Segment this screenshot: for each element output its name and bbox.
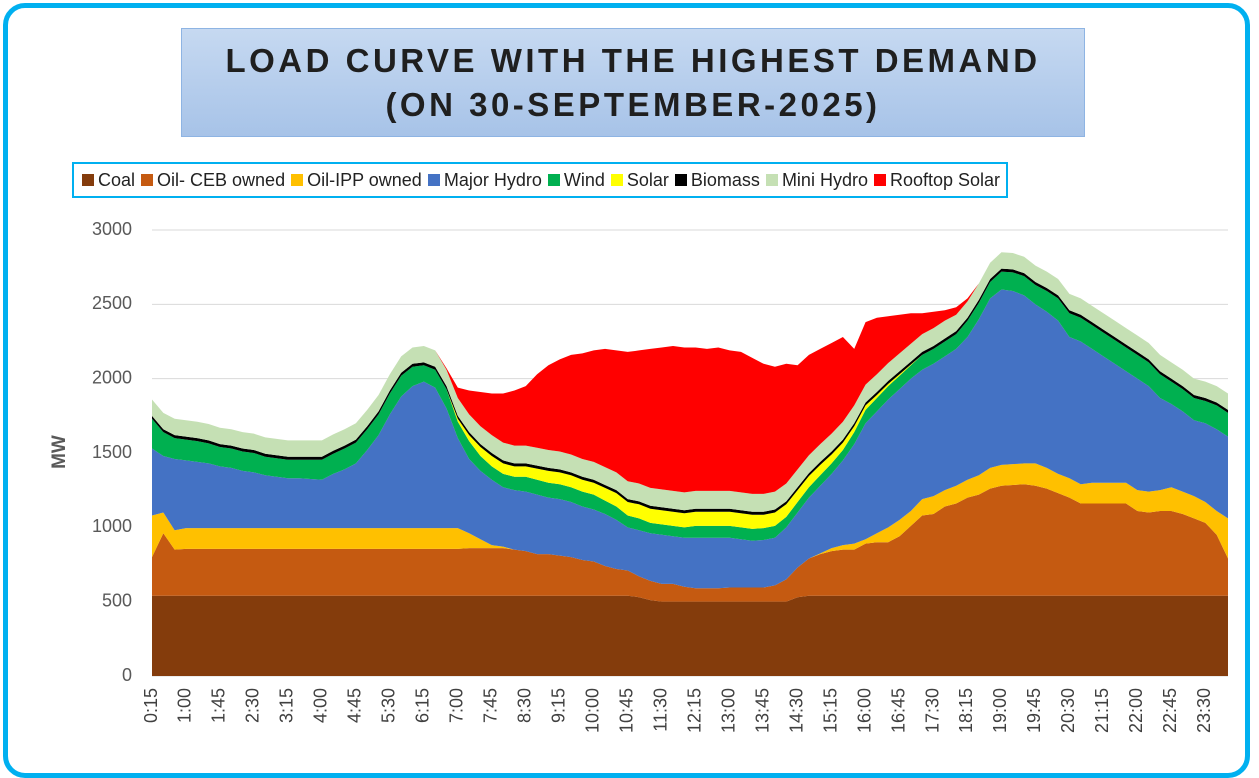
legend-label: Biomass (690, 169, 760, 190)
x-tick-label: 8:30 (515, 688, 535, 723)
x-tick-label: 7:00 (447, 688, 467, 723)
y-tick-label: 500 (102, 590, 132, 610)
x-tick-label: 0:15 (141, 688, 161, 723)
x-tick-label: 5:30 (379, 688, 399, 723)
legend-item: Biomass (674, 169, 760, 191)
y-tick-label: 0 (122, 665, 132, 685)
legend-item: Wind (547, 169, 605, 191)
y-tick-label: 2000 (92, 367, 132, 387)
area (152, 484, 1228, 602)
x-tick-label: 4:00 (311, 688, 331, 723)
x-tick-label: 11:30 (650, 688, 670, 732)
area (152, 252, 1228, 494)
area (152, 268, 1228, 515)
x-tick-label: 21:15 (1092, 688, 1112, 733)
legend-label: Major Hydro (443, 169, 542, 190)
x-tick-label: 17:30 (922, 688, 942, 733)
x-tick-label: 15:15 (820, 688, 840, 733)
x-tick-label: 1:00 (175, 688, 195, 723)
x-tick-label: 16:45 (888, 688, 908, 733)
legend-swatch (873, 174, 886, 186)
x-tick-label: 20:30 (1058, 688, 1078, 733)
legend-item: Oil- CEB owned (141, 170, 285, 191)
legend-item: Solar (610, 169, 669, 191)
x-tick-label: 4:45 (345, 688, 365, 723)
legend: Coal Oil- CEB owned Oil-IPP owned Major Hyd… (72, 162, 1009, 198)
area (152, 595, 1228, 676)
x-tick-label: 10:45 (616, 688, 636, 733)
x-tick-label: 9:15 (548, 688, 568, 723)
legend-swatch (291, 174, 304, 186)
legend-swatch (765, 174, 778, 186)
area (152, 463, 1228, 589)
chart-title: LOAD CURVE WITH THE HIGHEST DEMAND (225, 42, 1041, 79)
legend-swatch (82, 174, 94, 186)
x-tick-label: 22:45 (1160, 688, 1180, 733)
chart-subtitle: (ON 30-SEPTEMBER-2025) (385, 86, 881, 123)
area (152, 271, 1228, 541)
legend-label: Oil-IPP owned (307, 169, 422, 190)
legend-label: Mini Hydro (781, 169, 868, 190)
x-tick-label: 18:15 (956, 688, 976, 733)
y-tick-label: 2500 (92, 293, 132, 313)
legend-label: Solar (626, 169, 669, 190)
y-tick-label: 3000 (92, 219, 132, 239)
legend-label: Wind (563, 169, 605, 190)
legend-swatch (427, 174, 440, 186)
x-tick-label: 1:45 (209, 688, 229, 723)
x-tick-label: 13:00 (718, 688, 738, 733)
x-tick-label: 6:15 (413, 688, 433, 723)
x-tick-label: 3:15 (277, 688, 297, 723)
legend-swatch (674, 174, 687, 186)
legend-swatch (610, 174, 623, 186)
title-box: LOAD CURVE WITH THE HIGHEST DEMAND (ON 3… (181, 28, 1085, 137)
x-tick-label: 7:45 (481, 688, 501, 723)
legend-item: Rooftop Solar (873, 169, 1001, 191)
area (152, 252, 1228, 512)
y-tick-label: 1500 (92, 442, 132, 462)
x-tick-label: 13:45 (752, 688, 772, 733)
legend-item: Coal (82, 170, 135, 191)
legend-label: Rooftop Solar (889, 169, 1001, 190)
x-tick-label: 2:30 (243, 688, 263, 723)
legend-item: Major Hydro (427, 169, 542, 191)
legend-label: Oil- CEB owned (157, 169, 286, 190)
x-tick-label: 10:00 (582, 688, 602, 733)
legend-item: Mini Hydro (765, 169, 868, 191)
x-tick-label: 19:45 (1024, 688, 1044, 733)
legend-swatch (141, 174, 154, 186)
legend-label: Coal (98, 169, 136, 190)
x-tick-label: 22:00 (1126, 688, 1146, 733)
y-tick-label: 1000 (92, 516, 132, 536)
legend-item: Oil-IPP owned (291, 170, 422, 191)
x-tick-label: 19:00 (990, 688, 1010, 733)
legend-swatch (547, 174, 560, 186)
x-tick-label: 16:00 (854, 688, 874, 733)
area (152, 289, 1228, 589)
x-tick-label: 12:15 (684, 688, 704, 733)
x-tick-label: 23:30 (1194, 688, 1214, 733)
y-axis-label: MW (49, 435, 70, 469)
x-tick-label: 14:30 (786, 688, 806, 733)
